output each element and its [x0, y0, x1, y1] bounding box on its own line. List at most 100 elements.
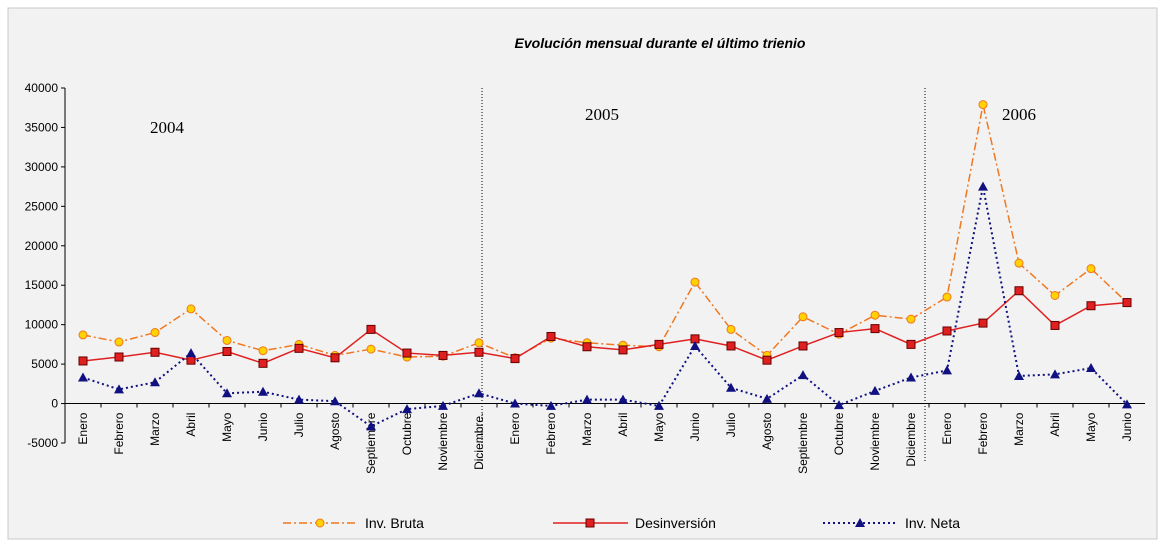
marker: [315, 518, 325, 528]
year-label: 2004: [150, 118, 185, 137]
marker: [186, 304, 196, 314]
x-tick-label: Julio: [292, 412, 306, 437]
x-tick-label: Marzo: [580, 412, 594, 446]
x-tick-label: Febrero: [544, 412, 558, 454]
marker: [114, 384, 124, 394]
legend-label: Inv. Bruta: [365, 515, 424, 531]
x-tick-label: Mayo: [1084, 412, 1098, 442]
marker: [942, 292, 952, 302]
series-line: [82, 104, 1128, 359]
x-tick-label: Junio: [1120, 412, 1134, 441]
x-tick-label: Junio: [688, 412, 702, 441]
x-tick-label: Noviembre: [436, 412, 450, 470]
marker: [186, 348, 196, 358]
marker: [114, 352, 124, 362]
y-tick-label: 15000: [25, 278, 59, 292]
marker: [1050, 369, 1060, 379]
marker: [258, 346, 268, 356]
marker: [906, 314, 916, 324]
series-line: [82, 186, 1128, 428]
x-tick-label: Noviembre: [868, 412, 882, 470]
chart-panel: [7, 7, 1158, 540]
y-tick-label: 20000: [25, 239, 59, 253]
x-tick-label: Octubre: [400, 412, 414, 455]
marker: [222, 335, 232, 345]
marker: [942, 365, 952, 375]
x-tick-label: Agosto: [328, 412, 342, 450]
marker: [906, 372, 916, 382]
marker: [366, 324, 376, 334]
marker: [1122, 298, 1132, 308]
marker: [78, 372, 88, 382]
x-tick-label: Abril: [616, 413, 630, 437]
marker: [546, 400, 556, 410]
marker: [942, 326, 952, 336]
marker: [726, 341, 736, 351]
marker: [1122, 399, 1132, 409]
marker: [402, 404, 412, 414]
marker: [834, 400, 844, 410]
marker: [978, 318, 988, 328]
x-tick-label: Diciembre.: [472, 413, 486, 470]
marker: [474, 338, 484, 348]
marker: [798, 370, 808, 380]
marker: [222, 388, 232, 398]
marker: [798, 312, 808, 322]
marker: [855, 518, 865, 527]
marker: [654, 400, 664, 410]
marker: [834, 328, 844, 338]
x-tick-label: Enero: [508, 412, 522, 444]
x-tick-label: Diciembre: [904, 412, 918, 466]
marker: [1086, 363, 1096, 373]
marker: [762, 393, 772, 403]
marker: [438, 350, 448, 360]
marker: [258, 386, 268, 396]
marker: [474, 347, 484, 357]
marker: [870, 385, 880, 395]
marker: [1086, 264, 1096, 274]
marker: [1014, 286, 1024, 296]
y-tick-label: 40000: [25, 81, 59, 95]
marker: [150, 328, 160, 338]
x-tick-label: Septiembre: [796, 412, 810, 474]
legend-label: Inv. Neta: [905, 515, 960, 531]
marker: [978, 100, 988, 110]
marker: [1050, 320, 1060, 330]
marker: [150, 377, 160, 387]
marker: [402, 348, 412, 358]
marker: [114, 337, 124, 347]
x-tick-label: Mayo: [652, 412, 666, 442]
y-tick-label: -5000: [27, 436, 58, 450]
x-tick-label: Marzo: [148, 412, 162, 446]
x-tick-label: Junio: [256, 412, 270, 441]
marker: [474, 388, 484, 398]
series-line: [82, 289, 1128, 365]
marker: [1014, 370, 1024, 380]
year-label: 2005: [585, 105, 619, 124]
x-tick-label: Octubre: [832, 412, 846, 455]
marker: [78, 356, 88, 366]
y-tick-label: 0: [51, 397, 58, 411]
y-tick-label: 35000: [25, 120, 59, 134]
marker: [510, 398, 520, 408]
marker: [690, 277, 700, 287]
x-tick-label: Septiembre: [364, 412, 378, 474]
marker: [1050, 290, 1060, 300]
marker: [726, 324, 736, 334]
marker: [582, 394, 592, 404]
y-tick-label: 5000: [31, 357, 58, 371]
marker: [690, 340, 700, 350]
marker: [1014, 258, 1024, 268]
marker: [438, 400, 448, 410]
x-tick-label: Abril: [184, 413, 198, 437]
x-tick-label: Julio: [724, 412, 738, 437]
legend-label: Desinversión: [635, 515, 716, 531]
x-tick-label: Agosto: [760, 412, 774, 450]
marker: [258, 358, 268, 368]
marker: [618, 345, 628, 355]
y-tick-label: 30000: [25, 160, 59, 174]
y-tick-label: 10000: [25, 318, 59, 332]
marker: [294, 394, 304, 404]
x-tick-label: Abril: [1048, 413, 1062, 437]
